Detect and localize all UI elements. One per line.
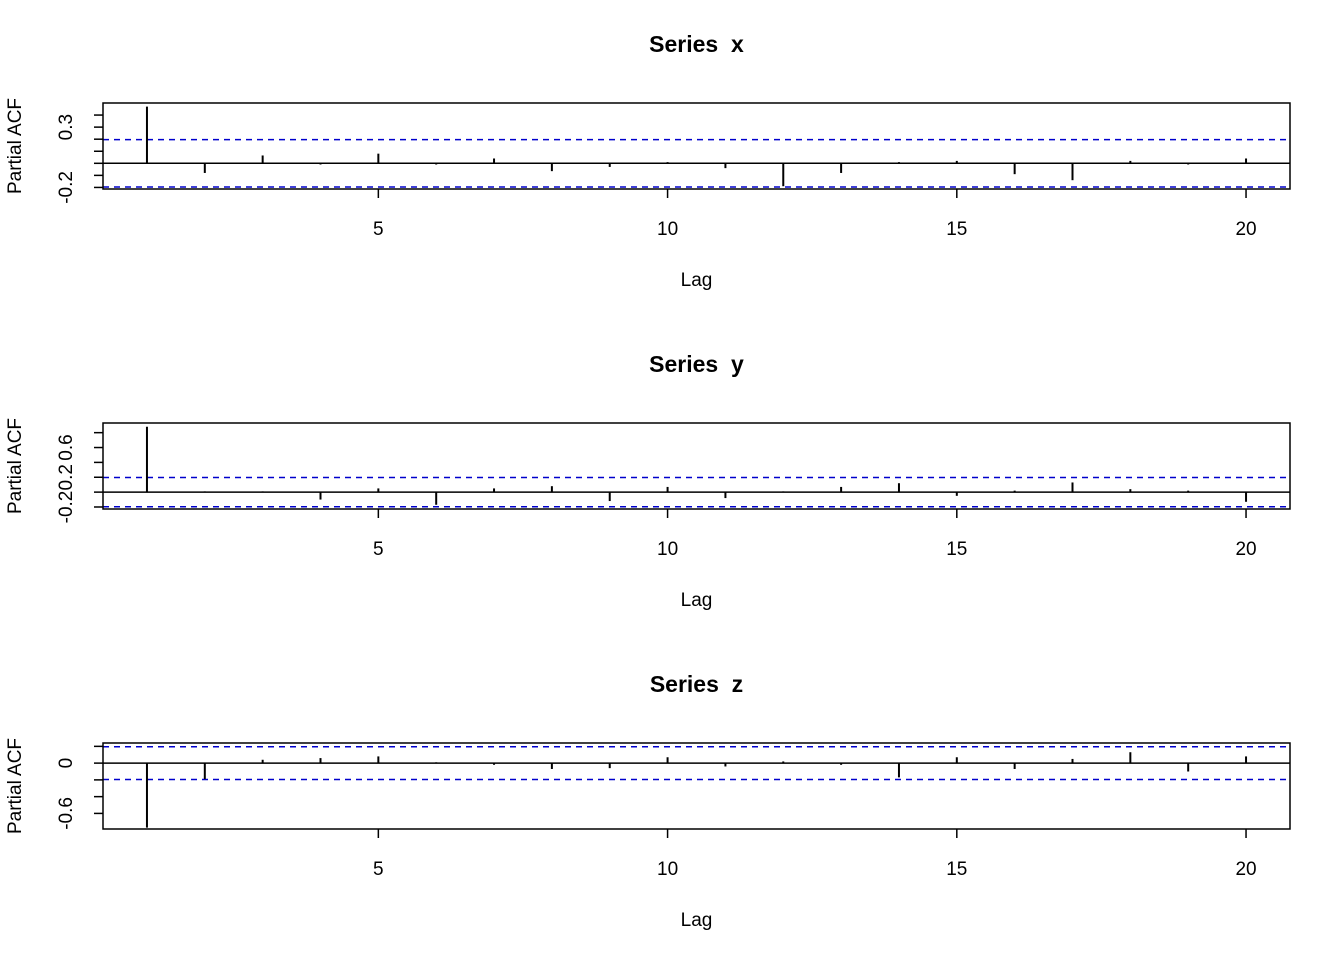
x-tick-label: 5 — [373, 219, 384, 240]
x-tick-label: 15 — [946, 539, 967, 560]
chart-title: Series y — [649, 351, 744, 377]
y-tick-label: 0.6 — [56, 434, 77, 460]
plot-frame — [102, 102, 1291, 190]
chart-title: Series z — [650, 671, 743, 697]
y-axis-label: Partial ACF — [5, 418, 26, 514]
y-tick-label: 0.2 — [56, 464, 77, 490]
x-tick-label: 10 — [657, 859, 678, 880]
y-axis-label: Partial ACF — [5, 98, 26, 194]
x-axis-label: Lag — [681, 590, 713, 611]
y-tick-label: 0 — [56, 758, 77, 769]
y-tick-label: -0.2 — [56, 171, 77, 204]
x-tick-label: 10 — [657, 219, 678, 240]
y-axis-label: Partial ACF — [5, 738, 26, 834]
y-tick-label: -0.6 — [56, 797, 77, 830]
plot-frame — [102, 422, 1291, 510]
x-tick-label: 20 — [1235, 859, 1256, 880]
x-axis-label: Lag — [681, 910, 713, 931]
x-tick-label: 20 — [1235, 539, 1256, 560]
chart-title: Series x — [649, 31, 744, 57]
x-tick-label: 15 — [946, 219, 967, 240]
x-tick-label: 5 — [373, 539, 384, 560]
x-tick-label: 5 — [373, 859, 384, 880]
plot-frame — [102, 742, 1291, 830]
y-tick-label: 0.3 — [56, 114, 77, 140]
x-tick-label: 20 — [1235, 219, 1256, 240]
x-tick-label: 10 — [657, 539, 678, 560]
y-tick-label: -0.2 — [56, 491, 77, 524]
x-axis-label: Lag — [681, 270, 713, 291]
x-tick-label: 15 — [946, 859, 967, 880]
